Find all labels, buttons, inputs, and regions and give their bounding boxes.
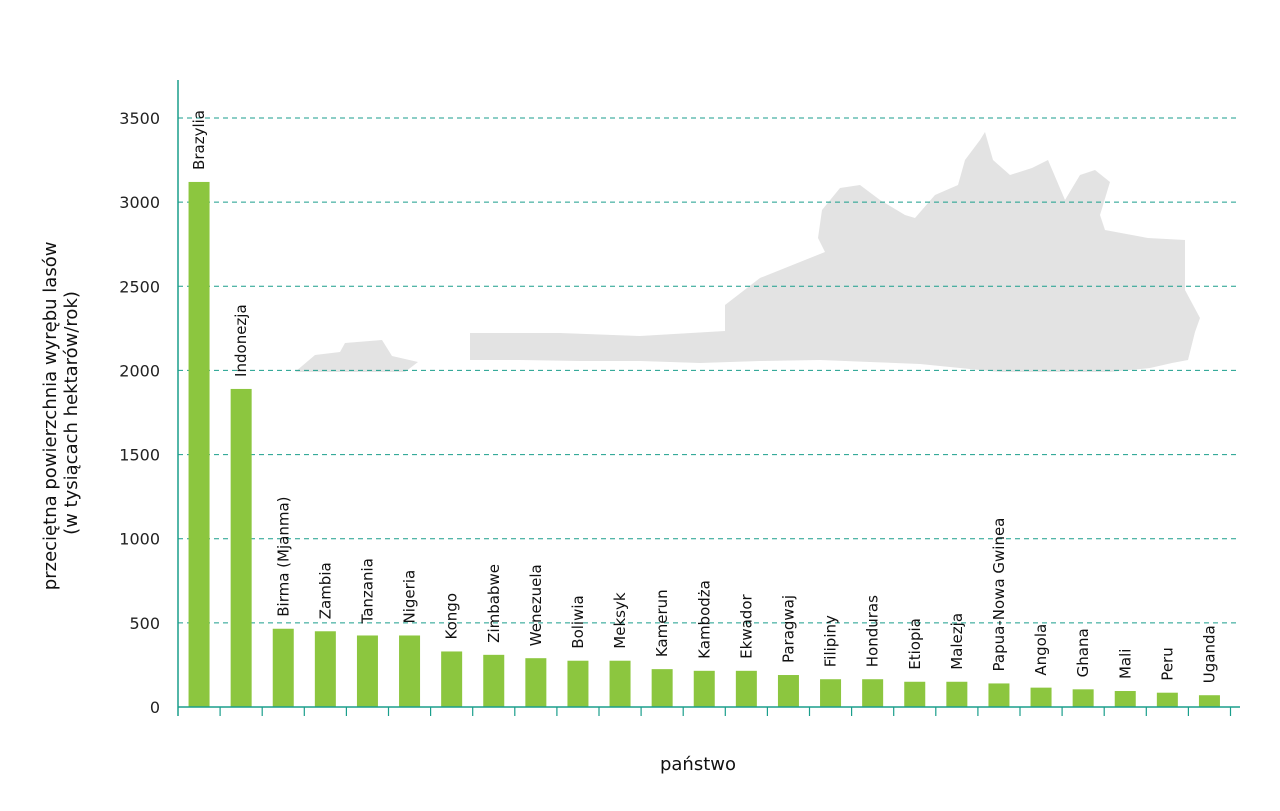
category-labels: Brazylia Indonezja Birma (Mjanma) Zambia Tan…: [190, 110, 1218, 683]
bar: [1156, 692, 1178, 707]
bar: [988, 683, 1010, 707]
bar: [399, 635, 421, 707]
y-tick-label: 1000: [119, 530, 160, 549]
category-label: Kongo: [443, 593, 461, 639]
bar: [188, 181, 210, 707]
bar: [946, 681, 968, 707]
bar: [1030, 687, 1052, 707]
bar: [735, 670, 757, 707]
bar: [483, 654, 505, 707]
bar: [651, 669, 673, 707]
category-label: Papua-Nowa Gwinea: [990, 518, 1008, 672]
category-label: Filipiny: [822, 615, 840, 667]
y-tick-label: 3500: [119, 109, 160, 128]
category-label: Paragwaj: [779, 595, 797, 663]
bar: [567, 660, 589, 707]
category-label: Kambodża: [695, 580, 713, 659]
bar: [230, 388, 252, 707]
axes: [177, 80, 1240, 716]
y-tick-labels: 0 500 1000 1500 2000 2500 3000 3500: [119, 109, 160, 717]
category-label: Tanzania: [358, 558, 376, 624]
category-label: Kamerun: [653, 589, 671, 657]
category-label: Ekwador: [737, 593, 755, 658]
bars: [188, 181, 1220, 707]
category-label: Uganda: [1200, 625, 1218, 683]
y-tick-label: 2500: [119, 277, 160, 296]
category-label: Angola: [1032, 624, 1050, 676]
y-tick-label: 1500: [119, 446, 160, 465]
category-label: Ghana: [1074, 628, 1092, 677]
bar: [525, 658, 547, 707]
bar: [272, 628, 294, 707]
y-tick-label: 3000: [119, 193, 160, 212]
bar: [356, 635, 378, 707]
category-label: Etiopia: [906, 618, 924, 670]
bar: [1198, 695, 1220, 707]
bar: [862, 679, 884, 707]
category-label: Wenezuela: [527, 564, 545, 646]
bar: [609, 660, 631, 707]
y-tick-label: 500: [129, 614, 160, 633]
bar: [777, 675, 799, 707]
bar: [1114, 691, 1136, 707]
bar: [1072, 689, 1094, 707]
category-label: Mali: [1116, 649, 1134, 679]
y-tick-label: 2000: [119, 361, 160, 380]
category-label: Zambia: [316, 562, 334, 619]
palm-tree-illustration-icon: [295, 132, 1200, 372]
y-tick-label: 0: [150, 698, 160, 717]
grid-lines: [178, 117, 1240, 624]
category-label: Meksyk: [611, 592, 629, 649]
bar: [314, 631, 336, 707]
y-axis-title: przeciętna powierzchnia wyrębu lasów (w …: [40, 236, 82, 590]
bar: [693, 670, 715, 707]
bar: [820, 679, 842, 707]
category-label: Peru: [1158, 647, 1176, 680]
bar: [904, 681, 926, 707]
category-label: Zimbabwe: [485, 564, 503, 643]
x-axis-title: państwo: [660, 754, 736, 775]
category-label: Brazylia: [190, 110, 208, 170]
category-label: Nigeria: [401, 570, 419, 624]
x-tick-marks: [219, 707, 1232, 716]
category-label: Indonezja: [232, 304, 250, 377]
bar: [441, 651, 463, 707]
category-label: Malezja: [948, 613, 966, 670]
category-label: Boliwia: [569, 595, 587, 648]
y-axis-title-line-1: przeciętna powierzchnia wyrębu lasów: [40, 242, 61, 591]
category-label: Birma (Mjanma): [274, 496, 292, 616]
y-axis-title-line-2: (w tysiącach hektarów/rok): [61, 291, 82, 535]
category-label: Honduras: [864, 595, 882, 667]
